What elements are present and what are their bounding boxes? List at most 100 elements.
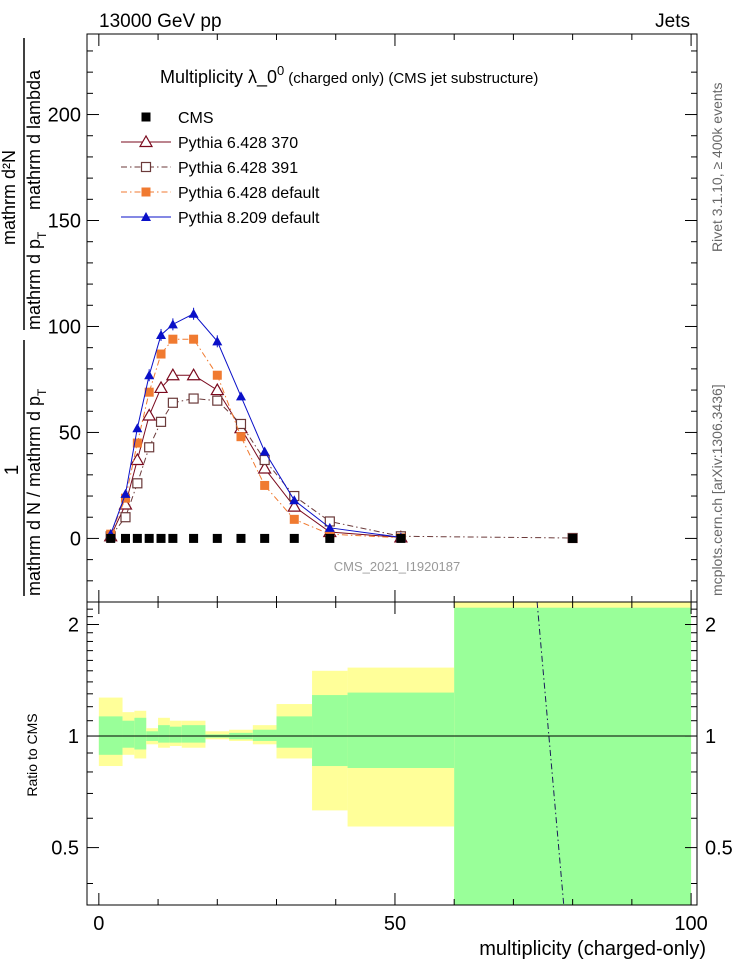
data-point (156, 329, 167, 339)
chart-title-sub: (charged only) (CMS jet substructure) (288, 70, 538, 87)
ratio-panel: 0.5 0.5 1 1 2 2 0 50 100 Ratio to CMS multiplici… (24, 601, 733, 960)
data-point (167, 397, 178, 408)
ratio-band-green (169, 726, 182, 743)
data-point (260, 480, 270, 490)
series-pythia-6-428-default (106, 334, 406, 543)
legend-entry: Pythia 8.209 default (121, 210, 320, 227)
data-point (156, 349, 166, 359)
legend-marker (141, 112, 151, 122)
ratio-band-green (276, 716, 313, 748)
data-point (168, 334, 178, 344)
ratio-series-line (536, 601, 565, 906)
data-point (156, 533, 166, 543)
data-point (189, 334, 199, 344)
data-point (188, 393, 199, 404)
series-line (110, 338, 401, 539)
data-point (144, 442, 155, 453)
ratio-ytick-label: 2 (68, 614, 79, 636)
y-axis-label: 1 mathrm d N / mathrm d pT mathrm d²N ma… (0, 38, 49, 596)
mcplots-label: mcplots.cern.ch [arXiv:1306.3436] (709, 384, 725, 596)
ratio-xtick-label: 50 (384, 913, 406, 935)
data-point (287, 499, 302, 512)
legend-marker (140, 161, 152, 173)
data-point (120, 493, 130, 503)
legend-label: Pythia 6.428 391 (178, 160, 298, 177)
data-point (188, 308, 199, 318)
data-point (144, 387, 154, 397)
ylabel-den1: mathrm d pT (24, 231, 49, 330)
main-series (103, 307, 578, 544)
ratio-band-green (181, 725, 206, 743)
ratio-band-green (312, 695, 348, 767)
main-ytick-label: 150 (48, 211, 81, 233)
data-point (189, 533, 199, 543)
series-cms (106, 533, 578, 543)
data-point (165, 368, 180, 381)
ratio-band-green (134, 717, 147, 750)
data-point (396, 533, 406, 543)
data-point (155, 416, 167, 427)
ylabel-prefix-den: mathrm d N / mathrm d pT (24, 388, 49, 596)
ratio-ytick-label-right: 2 (705, 614, 716, 636)
data-point (120, 488, 131, 498)
ratio-bands (87, 601, 697, 906)
main-ytick-label: 50 (59, 422, 81, 444)
data-point (325, 533, 335, 543)
main-ytick-label: 0 (70, 528, 81, 550)
legend-marker (138, 134, 154, 148)
ratio-xtick-label: 100 (674, 913, 707, 935)
data-point (289, 533, 299, 543)
data-point (186, 368, 201, 381)
ratio-ytick-label: 0.5 (51, 838, 79, 860)
chart-title: Multiplicity λ_00 (charged only) (CMS jet… (160, 63, 538, 88)
data-point (212, 533, 222, 543)
data-point (324, 522, 335, 532)
data-point (235, 391, 246, 401)
ratio-band-green (454, 607, 692, 905)
legend-marker (141, 187, 151, 197)
data-point (257, 461, 272, 474)
series-line (110, 313, 401, 538)
data-point (142, 408, 157, 421)
ylabel-prefix-num: 1 (2, 465, 23, 476)
energy-label: 13000 GeV pp (99, 11, 222, 32)
legend-entry: Pythia 6.428 370 (121, 134, 298, 152)
main-ticks: 0 50 100 150 200 (48, 34, 697, 602)
legend: CMS Pythia 6.428 370 Pythia 6.428 391 Pythi… (121, 110, 320, 227)
legend-entry: Pythia 6.428 default (121, 185, 320, 202)
data-point (106, 533, 116, 543)
data-point (210, 382, 225, 396)
data-point (144, 533, 154, 543)
rivet-label: Rivet 3.1.10, ≥ 400k events (709, 82, 725, 252)
main-ytick-label: 200 (48, 105, 81, 127)
data-point (568, 533, 578, 543)
legend-marker (141, 212, 151, 221)
legend-label: Pythia 6.428 default (178, 185, 320, 202)
ratio-ytick-label-right: 0.5 (705, 838, 733, 860)
data-point (120, 512, 131, 523)
ratio-ticks: 0.5 0.5 1 1 2 2 0 50 100 (51, 602, 733, 935)
ylabel-den2: mathrm d lambda (24, 69, 44, 210)
data-point (132, 533, 142, 543)
data-point (259, 446, 270, 456)
analysis-label: CMS_2021_I1920187 (334, 559, 461, 574)
data-point (153, 380, 169, 394)
ratio-ylabel: Ratio to CMS (24, 713, 40, 796)
data-point (236, 533, 246, 543)
data-point (167, 319, 178, 329)
data-point (260, 533, 270, 543)
ylabel-prefix-den-sub: T (35, 388, 49, 396)
data-point (236, 432, 246, 442)
ratio-band-green (158, 725, 170, 743)
series-pythia-6-428-391 (105, 393, 578, 544)
series-line (110, 374, 401, 538)
data-point (168, 533, 178, 543)
legend-entry: Pythia 6.428 391 (121, 160, 298, 177)
chart-title-sup: 0 (277, 63, 284, 78)
data-point (289, 514, 299, 524)
data-point (212, 336, 223, 346)
series-line (110, 398, 573, 539)
data-point (144, 370, 155, 380)
